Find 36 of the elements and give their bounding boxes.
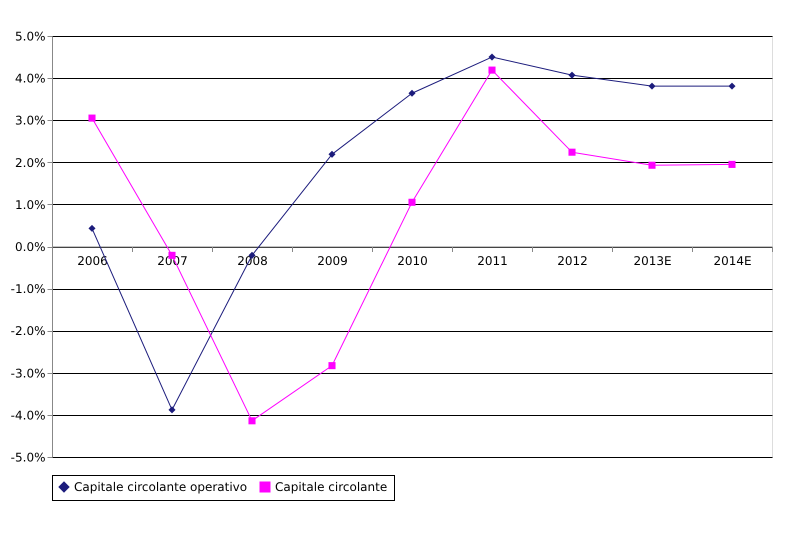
point <box>408 198 416 206</box>
point <box>328 150 336 158</box>
y-tick-label: 4.0% <box>15 72 46 86</box>
y-tick-label: 0.0% <box>15 240 46 254</box>
point <box>88 224 96 232</box>
point <box>408 90 416 97</box>
point <box>568 148 576 156</box>
y-tick-label: -5.0% <box>10 450 46 464</box>
y-tick-label: 2.0% <box>15 156 46 170</box>
y-tick-label: -3.0% <box>10 366 46 380</box>
point <box>88 114 96 122</box>
x-tick-label: 2012 <box>557 254 588 268</box>
point <box>728 82 736 90</box>
point <box>488 66 496 74</box>
x-tick-label: 2010 <box>397 254 428 268</box>
point <box>648 82 656 90</box>
x-tick-label: 2014E <box>713 254 752 268</box>
point <box>248 417 256 424</box>
y-tick-label: 1.0% <box>15 198 46 212</box>
point <box>328 362 336 370</box>
x-tick-label: 2009 <box>317 254 348 268</box>
point <box>728 160 736 168</box>
y-tick-label: 5.0% <box>15 30 46 44</box>
y-tick-label: -2.0% <box>10 324 46 338</box>
legend-label: Capitale circolante operativo <box>74 480 248 494</box>
point <box>168 406 176 414</box>
x-tick-label: 2013E <box>633 254 672 268</box>
legend-label: Capitale circolante <box>275 480 388 494</box>
y-tick-label: -4.0% <box>10 408 46 422</box>
y-tick-label: 3.0% <box>15 114 46 128</box>
point <box>568 72 576 79</box>
y-tick-label: -1.0% <box>10 282 46 296</box>
x-tick-label: 2006 <box>77 254 108 268</box>
point <box>488 54 496 61</box>
x-tick-label: 2011 <box>477 254 508 268</box>
point <box>648 162 656 169</box>
